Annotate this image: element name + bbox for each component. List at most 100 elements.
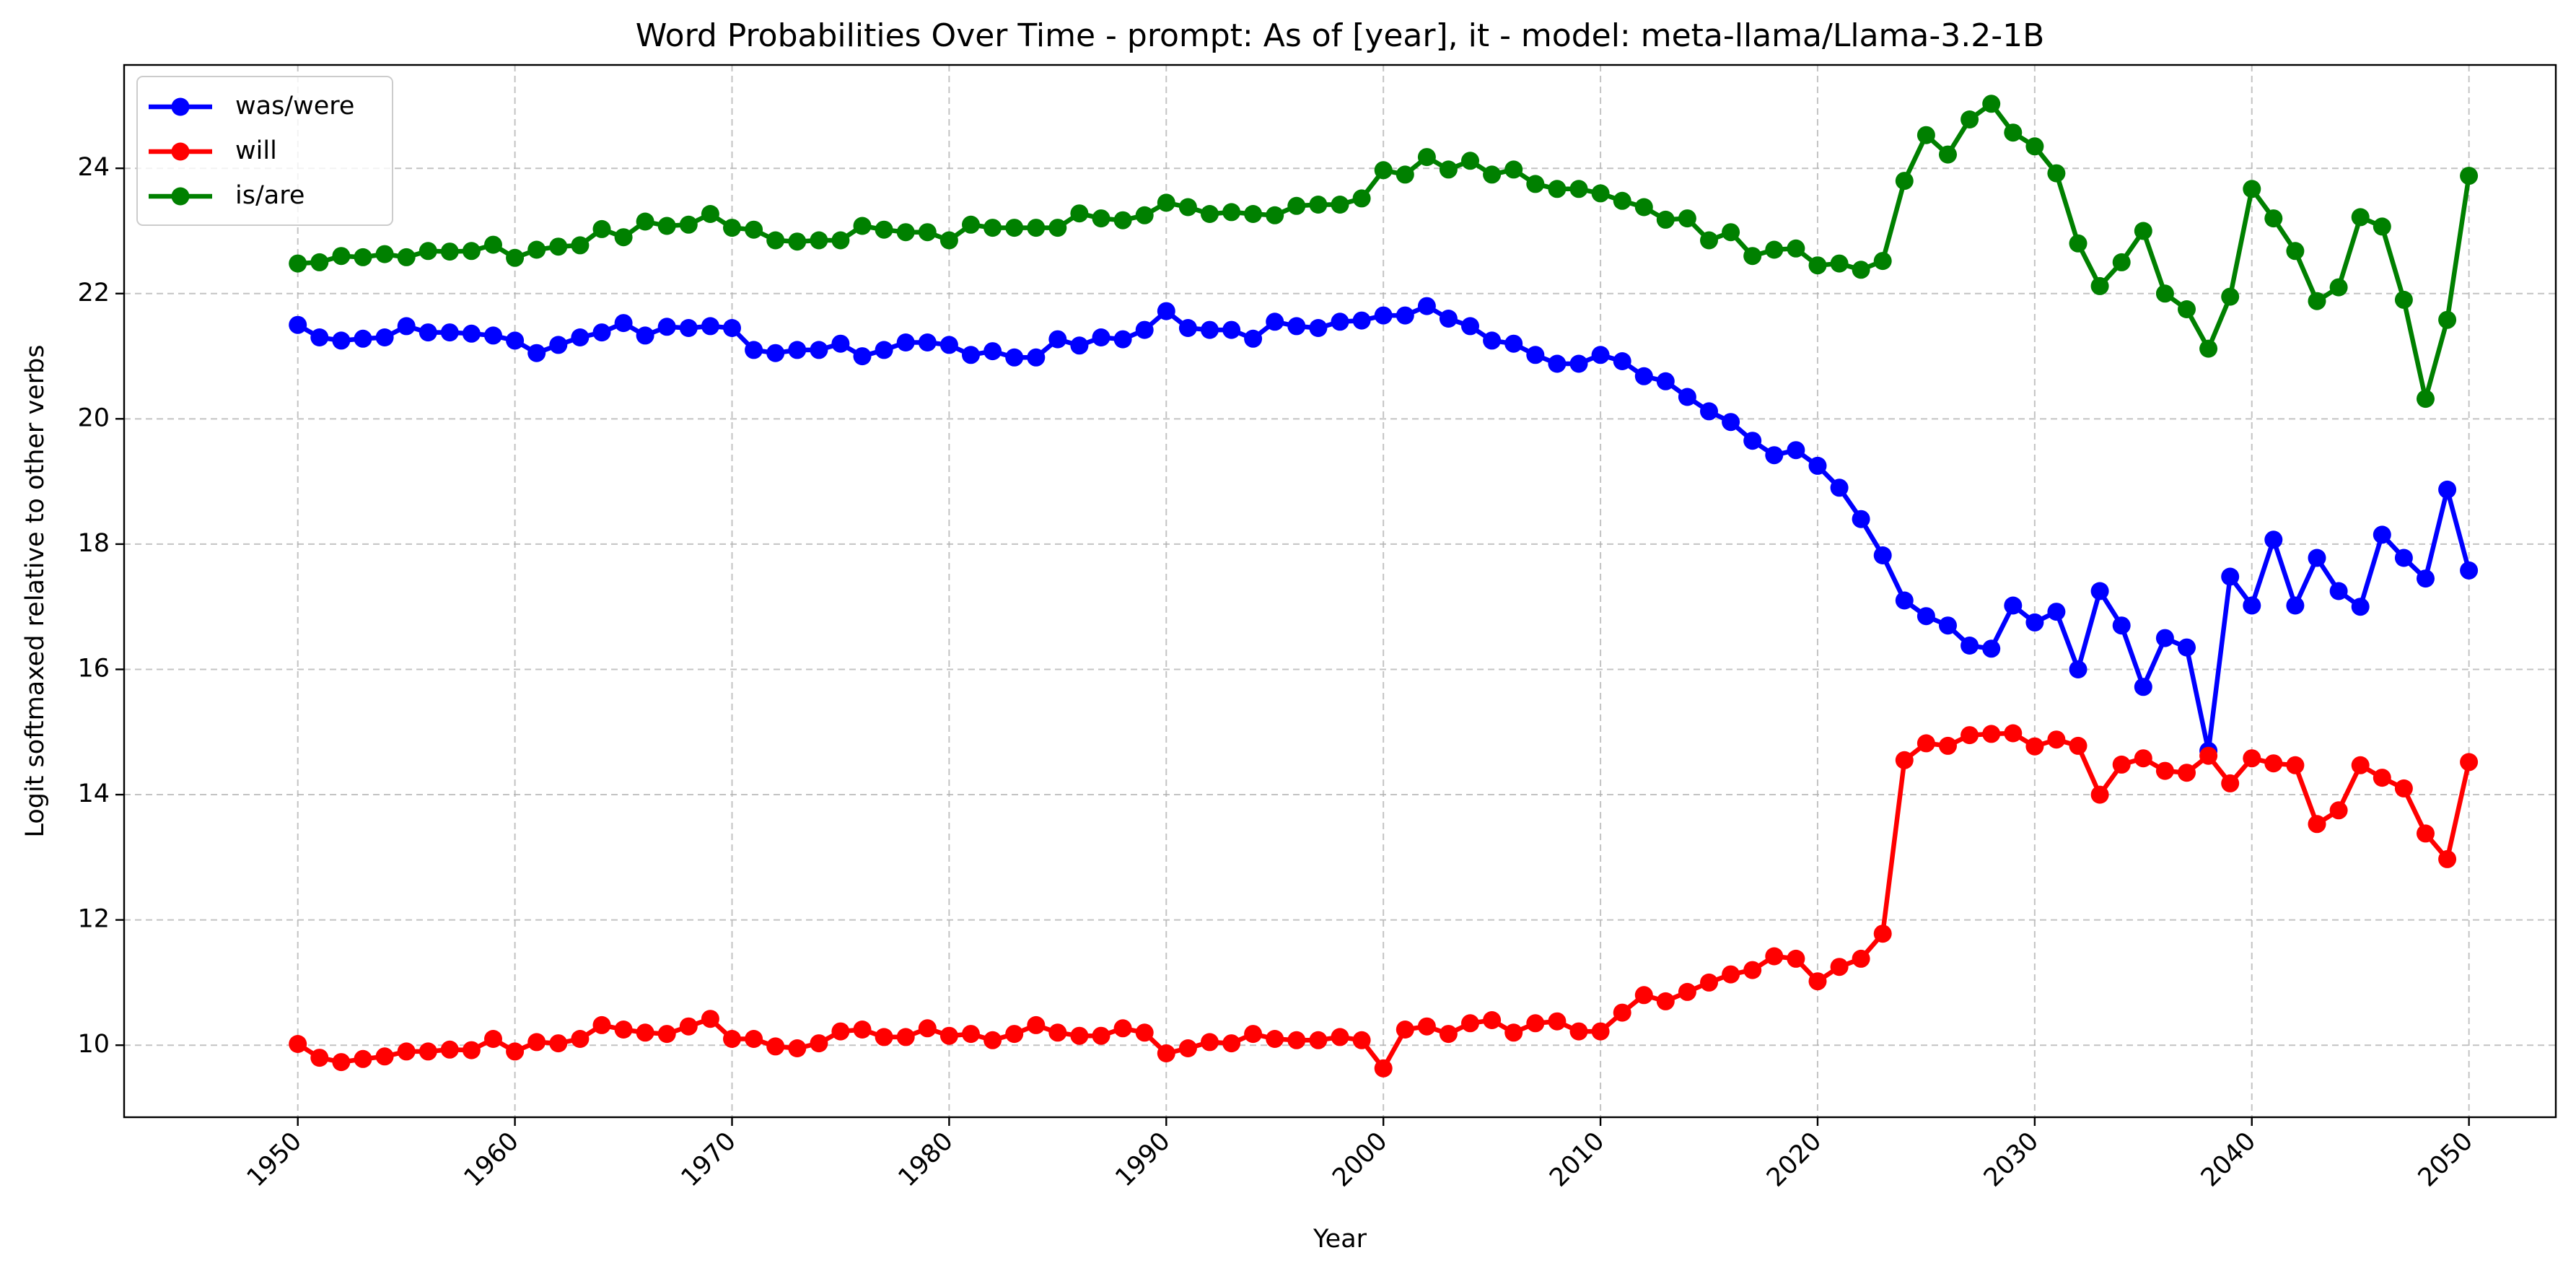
data-point <box>1830 478 1849 497</box>
data-point <box>2178 300 2196 318</box>
data-point <box>614 228 633 247</box>
data-point <box>1873 546 1892 564</box>
data-point <box>1504 1023 1523 1042</box>
data-point <box>1374 161 1393 180</box>
data-point <box>745 1030 763 1048</box>
data-point <box>2134 222 2152 240</box>
data-point <box>440 1040 459 1059</box>
data-point <box>440 242 459 261</box>
grid <box>124 65 2556 1117</box>
data-point <box>1526 346 1545 364</box>
data-point <box>636 326 654 345</box>
data-point <box>2394 290 2413 309</box>
y-tick-label: 22 <box>77 279 110 307</box>
legend-swatch-marker <box>171 142 190 161</box>
data-point <box>1157 1044 1175 1062</box>
data-point <box>2264 530 2283 549</box>
data-point <box>853 347 872 366</box>
data-point <box>1266 313 1284 331</box>
data-point <box>1895 591 1914 610</box>
series-is-are <box>289 95 2479 408</box>
data-point <box>1092 209 1110 228</box>
data-point <box>506 248 525 267</box>
data-point <box>2134 749 2152 768</box>
data-point <box>527 344 546 362</box>
data-point <box>1722 413 1740 432</box>
data-point <box>723 1030 741 1048</box>
data-point <box>2221 567 2240 586</box>
data-point <box>1504 334 1523 353</box>
data-point <box>592 219 611 238</box>
data-point <box>1178 198 1197 217</box>
y-tick-label: 18 <box>77 529 110 558</box>
data-point <box>506 331 525 350</box>
y-tick-label: 10 <box>77 1030 110 1059</box>
data-point <box>2373 217 2391 236</box>
data-point <box>1222 203 1241 222</box>
data-point <box>2373 525 2391 544</box>
data-point <box>1309 1031 1328 1049</box>
data-point <box>2351 598 2370 616</box>
data-point <box>1135 206 1154 224</box>
data-point <box>1244 329 1263 348</box>
data-point <box>1005 219 1024 237</box>
data-point <box>1613 191 1631 210</box>
data-point <box>1417 148 1436 167</box>
data-point <box>1135 1023 1154 1042</box>
data-point <box>2264 209 2283 228</box>
legend-swatch-marker <box>171 97 190 116</box>
y-tick-label: 20 <box>77 403 110 432</box>
data-point <box>1808 972 1827 991</box>
data-point <box>679 1017 698 1036</box>
data-point <box>1916 126 1935 144</box>
data-point <box>2069 736 2087 755</box>
data-point <box>2047 603 2066 621</box>
data-point <box>2047 730 2066 749</box>
data-point <box>1916 734 1935 753</box>
data-point <box>2286 756 2305 774</box>
data-point <box>1070 1026 1089 1045</box>
data-point <box>1201 320 1219 339</box>
data-point <box>1048 219 1067 237</box>
data-point <box>1027 348 1046 367</box>
data-point <box>1374 306 1393 325</box>
data-point <box>2243 749 2261 768</box>
data-point <box>1027 1015 1046 1034</box>
data-point <box>571 236 590 255</box>
data-point <box>1678 209 1696 228</box>
data-point <box>1417 297 1436 315</box>
data-point <box>766 344 785 362</box>
data-point <box>701 205 719 223</box>
data-point <box>939 1026 958 1045</box>
data-point <box>853 217 872 235</box>
data-point <box>332 1053 351 1072</box>
data-point <box>2090 276 2109 295</box>
data-point <box>1591 1022 1610 1041</box>
data-point <box>1352 311 1371 330</box>
data-point <box>983 342 1002 361</box>
data-point <box>1178 1039 1197 1057</box>
legend-label: will <box>235 136 277 165</box>
data-point <box>332 247 351 266</box>
data-point <box>745 341 763 359</box>
data-point <box>1895 751 1914 769</box>
data-point <box>1461 152 1479 170</box>
data-point <box>1569 180 1588 198</box>
plot-frame <box>123 64 2557 1119</box>
data-point <box>2308 549 2326 567</box>
data-point <box>1135 320 1154 339</box>
data-point <box>549 336 568 354</box>
data-point <box>1678 388 1696 406</box>
data-point <box>1244 1025 1263 1044</box>
data-point <box>1852 949 1870 968</box>
data-point <box>2090 785 2109 804</box>
data-point <box>1743 432 1762 450</box>
data-point <box>2417 824 2435 843</box>
series-will <box>289 724 2479 1078</box>
data-point <box>788 1039 807 1057</box>
data-point <box>1961 637 1979 655</box>
data-point <box>1396 1021 1414 1039</box>
data-point <box>484 326 502 345</box>
x-axis-label: Year <box>1313 1225 1367 1254</box>
data-point <box>2308 815 2326 834</box>
